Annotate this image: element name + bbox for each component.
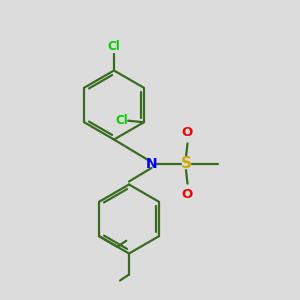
Text: Cl: Cl (115, 114, 128, 127)
Text: S: S (181, 156, 191, 171)
Text: O: O (182, 188, 193, 201)
Text: N: N (146, 157, 157, 170)
Text: O: O (182, 126, 193, 139)
Text: Cl: Cl (108, 40, 120, 53)
